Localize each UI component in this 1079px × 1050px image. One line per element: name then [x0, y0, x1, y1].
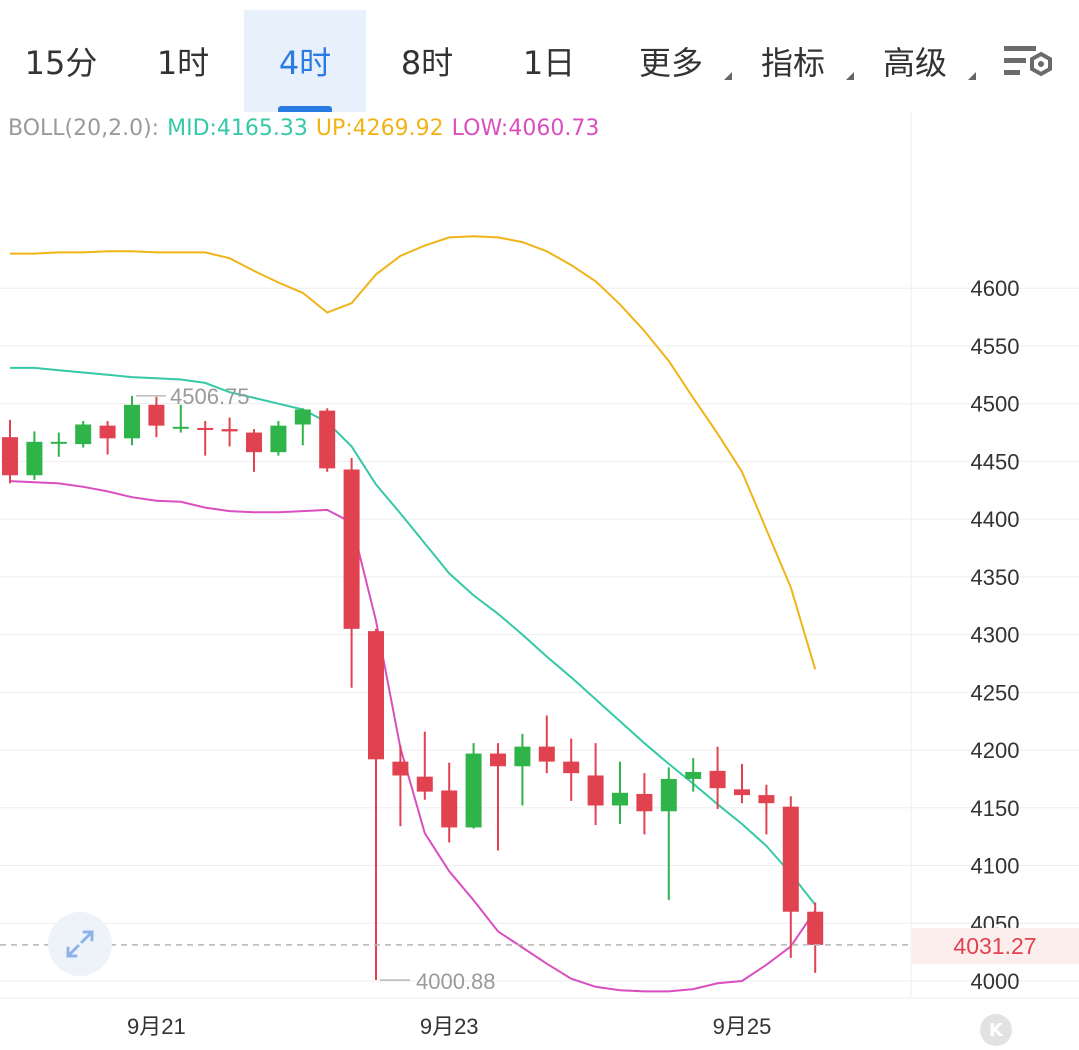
tab-label: 1时	[156, 44, 210, 82]
candle-body[interactable]	[465, 753, 482, 828]
candle-body[interactable]	[612, 792, 628, 806]
y-tick-label: 4550	[971, 334, 1020, 359]
x-tick-label: 9月21	[127, 1014, 186, 1039]
candle-body[interactable]	[124, 404, 140, 439]
boll-name: BOLL(20,2.0):	[8, 116, 160, 141]
high-marker-label: 4506.75	[170, 384, 250, 409]
candle-body[interactable]	[685, 772, 702, 779]
candle-body[interactable]	[270, 425, 287, 453]
y-tick-label: 4000	[971, 969, 1020, 994]
tab-5[interactable]: 更多	[610, 10, 732, 112]
tab-label: 1日	[522, 44, 576, 82]
y-tick-label: 4400	[971, 507, 1020, 532]
candle-body[interactable]	[416, 776, 433, 792]
boll-low-value: LOW:4060.73	[451, 116, 600, 141]
candle-body[interactable]	[734, 789, 750, 796]
boll-legend: BOLL(20,2.0): MID:4165.33 UP:4269.92 LOW:40…	[8, 116, 607, 141]
y-tick-label: 4600	[971, 276, 1020, 301]
boll-upper-line	[10, 235, 817, 670]
timeframe-tabs: 15分 1时 4时 8时 1日 更多 指标 高级	[0, 0, 1079, 112]
tab-label: 指标	[760, 44, 825, 82]
tab-label: 更多	[638, 44, 703, 82]
candle-body[interactable]	[26, 441, 43, 476]
candle-body[interactable]	[660, 778, 677, 812]
low-marker-label: 4000.88	[416, 969, 496, 994]
candle-body[interactable]	[99, 425, 116, 439]
boll-up-value: UP:4269.92	[315, 116, 444, 141]
candle-body[interactable]	[538, 746, 555, 762]
candlestick-chart[interactable]: 4000405041004150420042504300435044004450…	[0, 112, 1079, 1050]
y-tick-label: 4100	[971, 854, 1020, 879]
candle-body[interactable]	[758, 795, 775, 804]
candle-body[interactable]	[75, 424, 92, 445]
tab-3[interactable]: 8时	[366, 10, 488, 112]
candle-body[interactable]	[246, 432, 262, 453]
tab-2[interactable]: 4时	[244, 10, 366, 112]
y-tick-label: 4450	[971, 449, 1020, 474]
candle-body[interactable]	[148, 404, 165, 426]
dropdown-triangle-icon	[968, 72, 976, 80]
candle-body[interactable]	[343, 469, 360, 629]
dropdown-triangle-icon	[724, 72, 732, 80]
tab-7[interactable]: 高级	[854, 10, 976, 112]
expand-button[interactable]	[48, 912, 112, 976]
boll-lower-line	[9, 480, 817, 993]
chart-settings-icon[interactable]	[1000, 38, 1056, 86]
boll-mid-value: MID:4165.33	[167, 116, 308, 141]
candle-body[interactable]	[221, 429, 238, 432]
x-tick-label: 9月23	[420, 1014, 479, 1039]
tab-1[interactable]: 1时	[122, 10, 244, 112]
tab-4[interactable]: 1日	[488, 10, 610, 112]
candle-body[interactable]	[807, 911, 824, 945]
tab-label: 高级	[882, 44, 947, 82]
last-price-label: 4031.27	[953, 933, 1036, 959]
candle-body[interactable]	[636, 793, 653, 812]
tab-6[interactable]: 指标	[732, 10, 854, 112]
tab-label: 4时	[278, 44, 332, 82]
candle-body[interactable]	[782, 806, 799, 912]
boll-mid-line	[10, 366, 816, 906]
candle-body[interactable]	[172, 426, 189, 429]
candle-body[interactable]	[319, 410, 336, 469]
candle-body[interactable]	[563, 761, 580, 774]
candle-body[interactable]	[490, 753, 506, 767]
dropdown-triangle-icon	[846, 72, 854, 80]
candle-body[interactable]	[392, 761, 409, 776]
candle-body[interactable]	[587, 775, 604, 806]
candle-body[interactable]	[368, 631, 384, 760]
y-tick-label: 4250	[971, 680, 1020, 705]
last-price-badge	[912, 927, 1079, 964]
tab-label: 8时	[400, 44, 454, 82]
active-tab-indicator	[278, 106, 332, 112]
candle-body[interactable]	[514, 746, 531, 767]
tab-0[interactable]: 15分	[0, 10, 122, 112]
y-tick-label: 4500	[971, 392, 1020, 417]
candle-body[interactable]	[2, 437, 18, 476]
y-tick-label: 4300	[971, 623, 1020, 648]
k-badge-button[interactable]: K	[980, 1014, 1012, 1046]
candle-body[interactable]	[294, 409, 311, 425]
x-tick-label: 9月25	[713, 1014, 772, 1039]
candle-body[interactable]	[441, 790, 458, 828]
candle-body[interactable]	[709, 770, 726, 789]
y-tick-label: 4350	[971, 565, 1020, 590]
candle-body[interactable]	[197, 427, 214, 430]
expand-arrows-icon	[66, 930, 94, 958]
candle-body[interactable]	[50, 441, 67, 444]
y-tick-label: 4150	[971, 796, 1020, 821]
tab-label: 15分	[24, 44, 98, 82]
y-tick-label: 4200	[971, 738, 1020, 763]
